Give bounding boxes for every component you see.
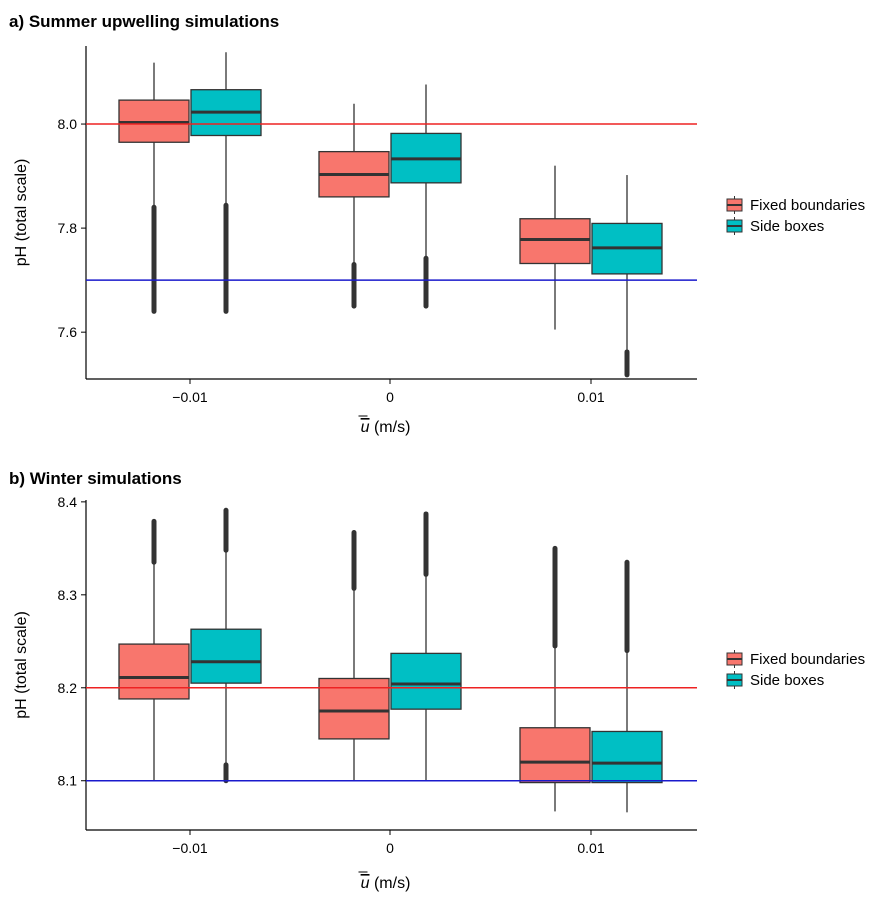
x-tick-label: −0.01: [172, 389, 208, 405]
box-side-2: [591, 175, 663, 378]
panel-summer: a) Summer upwelling simulations 7.6 7.8 8.0…: [9, 12, 865, 436]
box-side-1: [390, 511, 462, 781]
x-axis-unit: (m/s): [370, 875, 411, 892]
box-fixed-2: [519, 545, 591, 812]
legend: Fixed boundaries Side boxes: [726, 650, 865, 689]
y-tick-label: 8.2: [58, 680, 78, 696]
y-tick-label: 8.4: [58, 494, 78, 510]
panel-winter: b) Winter simulations 8.1 8.2 8.3 8.4 −0.01 0 0…: [9, 469, 865, 892]
box-iqr: [190, 628, 262, 684]
box-iqr: [118, 643, 190, 700]
x-tick-label: 0.01: [577, 389, 604, 405]
panel-title: b) Winter simulations: [9, 469, 182, 488]
box-side-2: [591, 559, 663, 813]
box-iqr: [519, 218, 591, 265]
box-fixed-0: [118, 518, 190, 781]
x-axis-unit: (m/s): [370, 419, 411, 436]
x-tick-label: 0: [386, 840, 394, 856]
box-iqr: [519, 727, 591, 784]
x-axis-title: u (m/s): [361, 875, 411, 892]
x-axis-title: u (m/s): [361, 419, 411, 436]
box-iqr: [591, 730, 663, 784]
box-fixed-1: [318, 103, 390, 309]
x-tick-label: −0.01: [172, 840, 208, 856]
box-iqr: [318, 677, 390, 740]
box-side-1: [390, 84, 462, 309]
box-iqr: [390, 652, 462, 710]
x-axis-symbol: u: [361, 419, 370, 436]
box-side-0: [190, 507, 262, 784]
x-tick-label: 0: [386, 389, 394, 405]
y-tick-label: 8.3: [58, 587, 78, 603]
box-side-0: [190, 52, 262, 314]
panel-title: a) Summer upwelling simulations: [9, 12, 279, 31]
legend-label: Side boxes: [750, 218, 824, 235]
legend-label: Side boxes: [750, 672, 824, 689]
box-fixed-2: [519, 165, 591, 330]
legend-label: Fixed boundaries: [750, 651, 865, 668]
legend-label: Fixed boundaries: [750, 197, 865, 214]
y-tick-label: 8.0: [58, 116, 78, 132]
box-fixed-0: [118, 62, 190, 314]
y-tick-label: 7.8: [58, 220, 78, 236]
x-axis-symbol: u: [361, 875, 370, 892]
y-tick-label: 7.6: [58, 324, 78, 340]
legend: Fixed boundaries Side boxes: [726, 196, 865, 235]
y-axis-title: pH (total scale): [13, 159, 30, 267]
y-axis-title: pH (total scale): [13, 611, 30, 719]
y-tick-label: 8.1: [58, 773, 78, 789]
box-fixed-1: [318, 530, 390, 781]
x-tick-label: 0.01: [577, 840, 604, 856]
